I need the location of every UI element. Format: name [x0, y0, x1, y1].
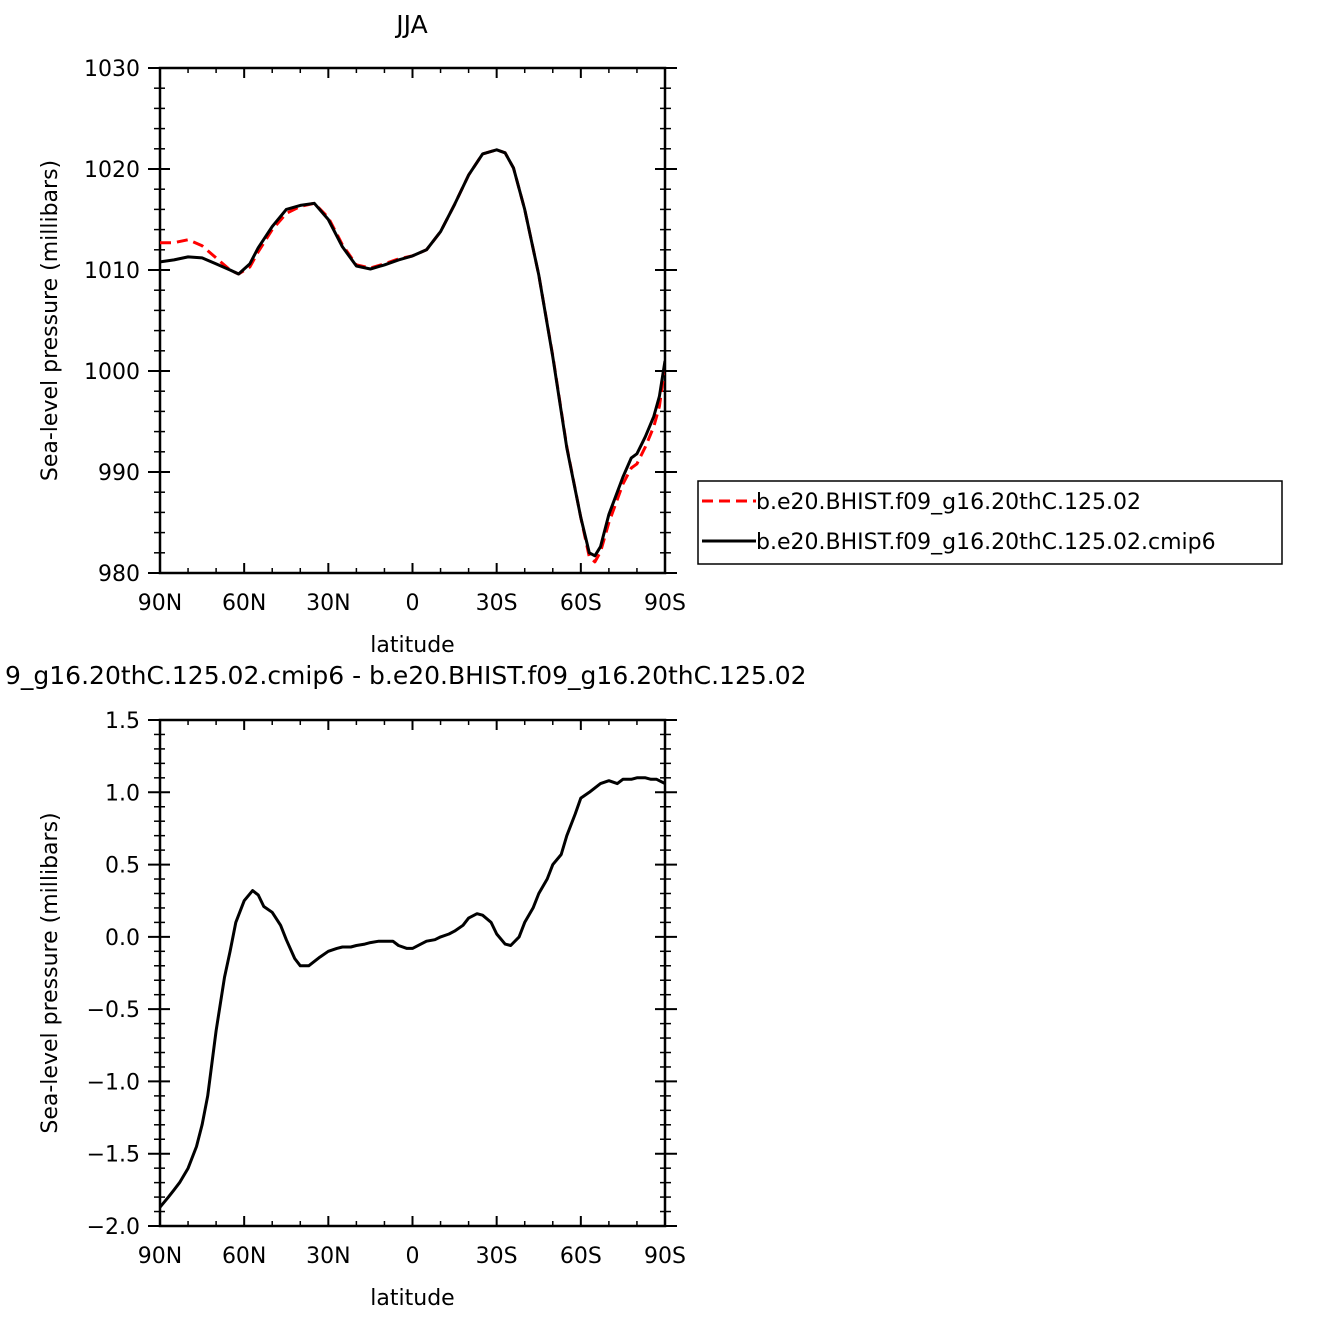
y-tick-label: 1010: [84, 259, 140, 284]
y-tick-label: −1.5: [87, 1143, 140, 1168]
y-tick-label: 1.0: [105, 781, 140, 806]
legend: b.e20.BHIST.f09_g16.20thC.125.02 b.e20.BH…: [697, 480, 1283, 565]
x-tick-label: 90S: [644, 1244, 686, 1269]
x-tick-label: 90N: [138, 1244, 182, 1269]
y-tick-label: 990: [98, 461, 140, 486]
x-tick-label: 60S: [560, 1244, 602, 1269]
legend-label: b.e20.BHIST.f09_g16.20thC.125.02: [756, 490, 1141, 515]
y-tick-label: 1000: [84, 360, 140, 385]
x-tick-label: 0: [406, 591, 420, 616]
series-line-0: [160, 148, 665, 564]
plot-frame: [158, 66, 667, 575]
y-axis-label: Sea-level pressure (millibars): [38, 812, 63, 1133]
y-tick-label: 1.5: [105, 709, 140, 734]
x-tick-label: 60N: [222, 591, 266, 616]
x-tick-label: 30S: [476, 1244, 518, 1269]
y-axis-label: Sea-level pressure (millibars): [38, 160, 63, 481]
legend-label: b.e20.BHIST.f09_g16.20thC.125.02.cmip6: [756, 530, 1216, 555]
x-tick-label: 30N: [306, 591, 350, 616]
x-tick-label: 90N: [138, 591, 182, 616]
legend-box: [697, 480, 1283, 565]
y-tick-label: 1020: [84, 158, 140, 183]
x-tick-label: 60N: [222, 1244, 266, 1269]
x-axis-label: latitude: [370, 633, 454, 658]
plot-frame: [158, 718, 667, 1228]
x-tick-label: 30N: [306, 1244, 350, 1269]
chart-title: 9_g16.20thC.125.02.cmip6 - b.e20.BHIST.f…: [5, 661, 807, 690]
y-tick-label: −1.0: [87, 1070, 140, 1095]
y-tick-label: 980: [98, 562, 140, 587]
x-axis-label: latitude: [370, 1286, 454, 1311]
bottom-panel: 9_g16.20thC.125.02.cmip6 - b.e20.BHIST.f…: [5, 661, 807, 1311]
x-tick-label: 60S: [560, 591, 602, 616]
series-line-0: [160, 776, 665, 1209]
x-tick-label: 0: [406, 1244, 420, 1269]
y-tick-label: −0.5: [87, 998, 140, 1023]
series-line-1: [160, 148, 665, 558]
top-panel: JJA 90N 60N 30N 0 30S 60S 90S 980 990 1000 1010 1020…: [38, 10, 1283, 658]
x-tick-label: 30S: [476, 591, 518, 616]
y-tick-label: 1030: [84, 57, 140, 82]
chart-title: JJA: [394, 10, 427, 39]
y-tick-label: 0.5: [105, 854, 140, 879]
x-tick-label: 90S: [644, 591, 686, 616]
y-tick-label: −2.0: [87, 1215, 140, 1240]
y-tick-label: 0.0: [105, 926, 140, 951]
